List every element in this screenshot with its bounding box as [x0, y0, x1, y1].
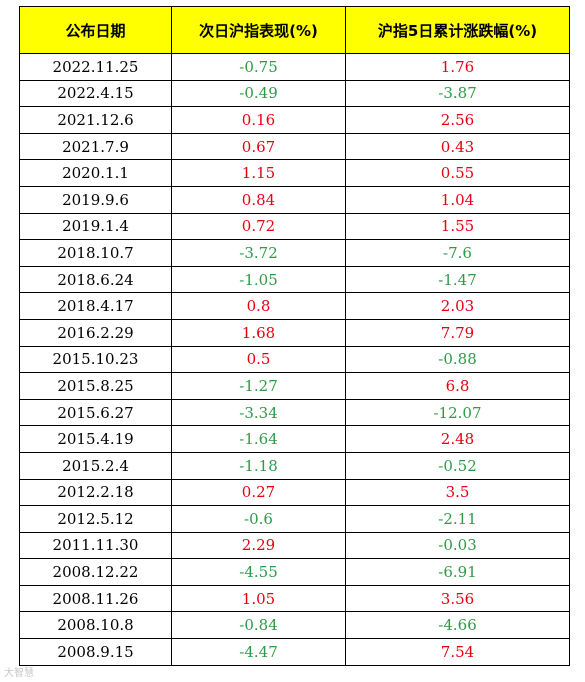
table-row: 2015.6.27 -3.34 -12.07	[19, 398, 570, 427]
five-day-cell: 0.55	[345, 159, 570, 187]
table-row: 2008.9.15 -4.47 7.54	[19, 638, 570, 666]
next-day-cell: -1.18	[171, 451, 346, 480]
next-day-cell: 1.05	[171, 584, 346, 613]
next-day-cell: 2.29	[171, 531, 346, 560]
table-row: 2019.9.6 0.84 1.04	[19, 185, 570, 214]
five-day-cell: -0.52	[345, 451, 570, 480]
next-day-cell: -0.6	[171, 505, 346, 533]
five-day-cell: -0.03	[345, 531, 570, 560]
date-cell: 2015.10.23	[19, 345, 172, 374]
five-day-cell: 7.79	[345, 318, 570, 347]
next-day-cell: -0.49	[171, 79, 346, 108]
date-cell: 2015.8.25	[19, 372, 172, 400]
table-row: 2015.8.25 -1.27 6.8	[19, 372, 570, 400]
date-cell: 2012.2.18	[19, 478, 172, 507]
five-day-cell: 1.76	[345, 53, 570, 81]
five-day-cell: 3.5	[345, 478, 570, 507]
five-day-cell: -12.07	[345, 398, 570, 427]
table-row: 2011.11.30 2.29 -0.03	[19, 531, 570, 560]
table-row: 2022.11.25 -0.75 1.76	[19, 53, 570, 81]
date-cell: 2019.1.4	[19, 212, 172, 241]
date-cell: 2015.6.27	[19, 398, 172, 427]
five-day-cell: -6.91	[345, 558, 570, 586]
five-day-cell: -3.87	[345, 79, 570, 108]
next-day-cell: 1.68	[171, 318, 346, 347]
next-day-cell: -1.64	[171, 425, 346, 453]
date-cell: 2020.1.1	[19, 159, 172, 187]
date-cell: 2021.12.6	[19, 106, 172, 134]
five-day-cell: 0.43	[345, 132, 570, 161]
next-day-cell: 0.8	[171, 292, 346, 320]
date-cell: 2015.4.19	[19, 425, 172, 453]
date-cell: 2018.4.17	[19, 292, 172, 320]
date-cell: 2008.9.15	[19, 638, 172, 666]
date-cell: 2021.7.9	[19, 132, 172, 161]
next-day-cell: -0.84	[171, 611, 346, 640]
next-day-cell: 0.16	[171, 106, 346, 134]
data-table: 公布日期 次日沪指表现(%) 沪指5日累计涨跌幅(%) 2022.11.25 -0…	[19, 6, 570, 666]
date-cell: 2022.4.15	[19, 79, 172, 108]
date-cell: 2015.2.4	[19, 451, 172, 480]
table-row: 2018.10.7 -3.72 -7.6	[19, 239, 570, 267]
five-day-cell: 1.55	[345, 212, 570, 241]
five-day-cell: 2.56	[345, 106, 570, 134]
next-day-cell: -4.55	[171, 558, 346, 586]
table-row: 2015.10.23 0.5 -0.88	[19, 345, 570, 374]
date-cell: 2011.11.30	[19, 531, 172, 560]
five-day-cell: 3.56	[345, 584, 570, 613]
five-day-cell: 6.8	[345, 372, 570, 400]
header-date: 公布日期	[19, 6, 172, 54]
table-row: 2021.12.6 0.16 2.56	[19, 106, 570, 134]
next-day-cell: 0.67	[171, 132, 346, 161]
five-day-cell: -1.47	[345, 265, 570, 294]
next-day-cell: 0.5	[171, 345, 346, 374]
table-row: 2008.10.8 -0.84 -4.66	[19, 611, 570, 640]
five-day-cell: 7.54	[345, 638, 570, 666]
table-row: 2012.5.12 -0.6 -2.11	[19, 505, 570, 533]
header-row: 公布日期 次日沪指表现(%) 沪指5日累计涨跌幅(%)	[19, 6, 570, 54]
five-day-cell: 2.03	[345, 292, 570, 320]
table-row: 2008.11.26 1.05 3.56	[19, 584, 570, 613]
next-day-cell: 0.72	[171, 212, 346, 241]
date-cell: 2018.6.24	[19, 265, 172, 294]
table-body: 2022.11.25 -0.75 1.76 2022.4.15 -0.49 -3.87 20…	[19, 53, 570, 666]
table-row: 2019.1.4 0.72 1.55	[19, 212, 570, 241]
next-day-cell: -3.72	[171, 239, 346, 267]
date-cell: 2008.12.22	[19, 558, 172, 586]
five-day-cell: -7.6	[345, 239, 570, 267]
table-row: 2012.2.18 0.27 3.5	[19, 478, 570, 507]
header-five-day: 沪指5日累计涨跌幅(%)	[345, 6, 570, 54]
next-day-cell: -1.05	[171, 265, 346, 294]
watermark: 大智慧	[4, 668, 34, 679]
date-cell: 2008.10.8	[19, 611, 172, 640]
five-day-cell: -2.11	[345, 505, 570, 533]
date-cell: 2008.11.26	[19, 584, 172, 613]
next-day-cell: -1.27	[171, 372, 346, 400]
table-row: 2022.4.15 -0.49 -3.87	[19, 79, 570, 108]
table-row: 2015.4.19 -1.64 2.48	[19, 425, 570, 453]
next-day-cell: 0.27	[171, 478, 346, 507]
table-row: 2016.2.29 1.68 7.79	[19, 318, 570, 347]
date-cell: 2018.10.7	[19, 239, 172, 267]
table-row: 2008.12.22 -4.55 -6.91	[19, 558, 570, 586]
table-row: 2018.4.17 0.8 2.03	[19, 292, 570, 320]
next-day-cell: -4.47	[171, 638, 346, 666]
five-day-cell: -0.88	[345, 345, 570, 374]
next-day-cell: -0.75	[171, 53, 346, 81]
next-day-cell: 0.84	[171, 185, 346, 214]
header-next-day: 次日沪指表现(%)	[171, 6, 346, 54]
date-cell: 2019.9.6	[19, 185, 172, 214]
five-day-cell: 1.04	[345, 185, 570, 214]
date-cell: 2022.11.25	[19, 53, 172, 81]
next-day-cell: 1.15	[171, 159, 346, 187]
five-day-cell: -4.66	[345, 611, 570, 640]
table-row: 2018.6.24 -1.05 -1.47	[19, 265, 570, 294]
next-day-cell: -3.34	[171, 398, 346, 427]
five-day-cell: 2.48	[345, 425, 570, 453]
table-row: 2015.2.4 -1.18 -0.52	[19, 451, 570, 480]
table-row: 2020.1.1 1.15 0.55	[19, 159, 570, 187]
table-row: 2021.7.9 0.67 0.43	[19, 132, 570, 161]
date-cell: 2012.5.12	[19, 505, 172, 533]
date-cell: 2016.2.29	[19, 318, 172, 347]
